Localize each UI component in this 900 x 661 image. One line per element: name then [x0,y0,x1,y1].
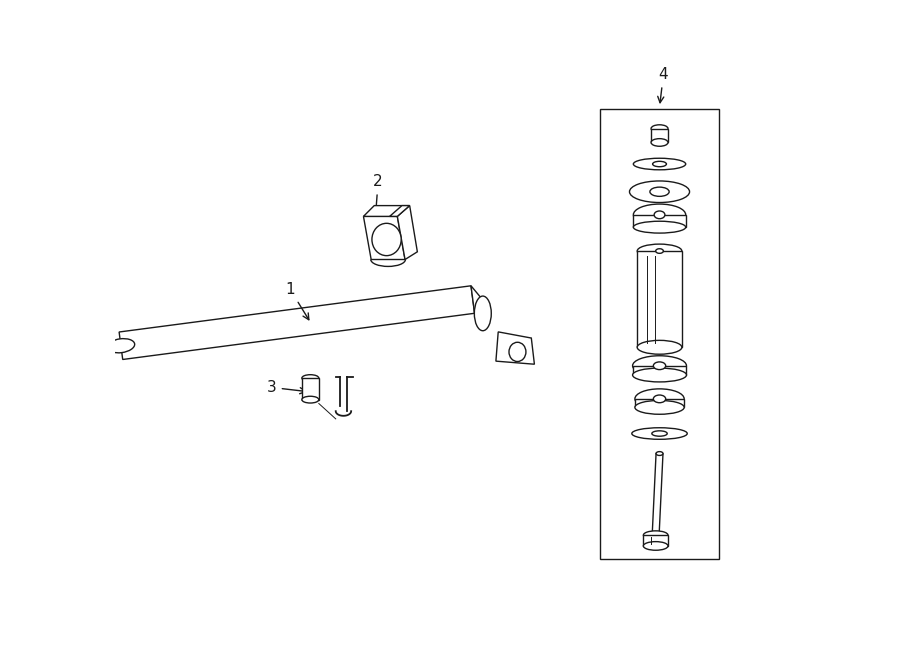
Polygon shape [496,332,535,364]
Polygon shape [652,453,663,534]
Ellipse shape [633,368,687,382]
Ellipse shape [651,139,668,146]
Ellipse shape [632,428,688,440]
Ellipse shape [634,158,686,170]
Ellipse shape [634,204,686,225]
Ellipse shape [653,395,666,403]
Text: 4: 4 [658,67,668,102]
Ellipse shape [634,389,684,409]
Ellipse shape [644,531,668,539]
Bar [634,399,684,407]
Text: 1: 1 [285,282,309,320]
Ellipse shape [633,356,687,375]
Bar [644,535,668,546]
Bar [633,366,687,375]
Ellipse shape [656,249,663,253]
Ellipse shape [509,342,526,362]
Ellipse shape [634,221,686,233]
Ellipse shape [107,338,135,353]
Text: 3: 3 [267,380,306,395]
Polygon shape [364,216,405,260]
Ellipse shape [629,181,689,202]
Text: 2: 2 [373,175,382,218]
Ellipse shape [650,187,670,196]
Ellipse shape [654,211,665,219]
Bar [634,215,686,227]
Polygon shape [471,286,484,330]
Ellipse shape [637,340,682,354]
Ellipse shape [474,296,491,330]
Ellipse shape [651,125,668,132]
Ellipse shape [653,362,666,369]
Polygon shape [119,286,474,360]
Bar [302,378,319,400]
Ellipse shape [634,401,684,414]
Polygon shape [390,206,410,216]
Bar [599,108,719,559]
Bar [651,129,668,143]
Ellipse shape [644,541,668,550]
Ellipse shape [637,244,682,258]
Ellipse shape [652,161,667,167]
Polygon shape [397,206,418,260]
Polygon shape [364,206,410,216]
Bar [637,251,682,347]
Ellipse shape [302,396,319,403]
Ellipse shape [372,223,401,256]
Ellipse shape [302,375,319,381]
Ellipse shape [656,451,663,455]
Ellipse shape [652,431,667,436]
